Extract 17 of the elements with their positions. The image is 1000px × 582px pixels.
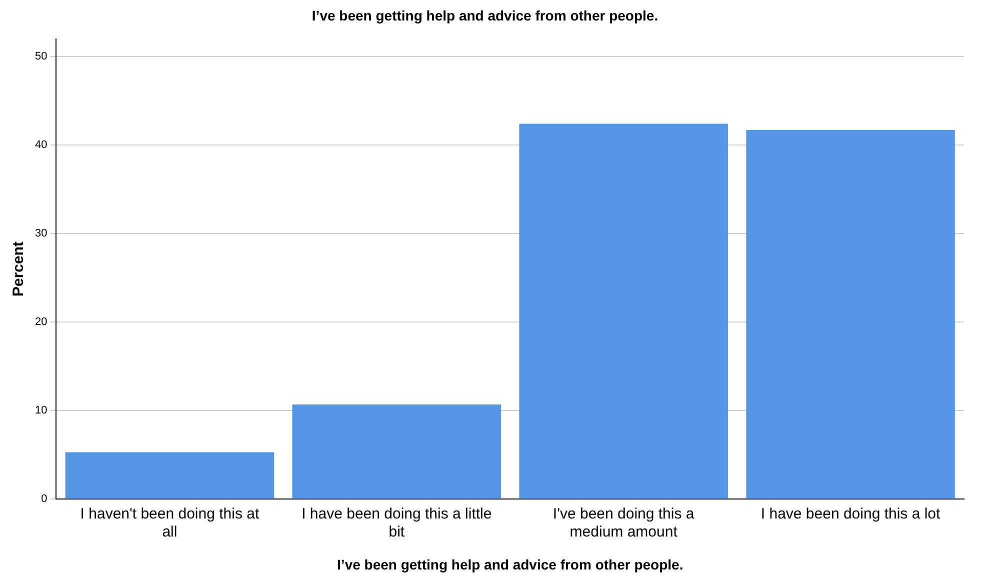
- y-tick-label: 30: [34, 228, 48, 240]
- y-tick-label: 40: [34, 139, 48, 152]
- x-tick-label: I have been doing this a little bit: [302, 505, 492, 540]
- bar: [292, 404, 502, 499]
- y-tick-label: 0: [41, 493, 48, 506]
- y-tick-label: 20: [34, 316, 48, 328]
- y-tick-label: 50: [34, 50, 48, 63]
- bar: [746, 130, 955, 499]
- y-tick-label: 10: [34, 404, 48, 417]
- y-axis-title: Percent: [10, 241, 28, 297]
- x-tick-label: I've been doing this a medium amount: [552, 505, 695, 540]
- bar: [65, 452, 274, 499]
- bar: [519, 124, 728, 499]
- x-axis-title: I’ve been getting help and advice from other people.: [337, 556, 684, 572]
- x-tick-label: I have been doing this a lot: [760, 505, 942, 522]
- chart-title: I’ve been getting help and advice from other people.: [312, 7, 658, 24]
- x-tick-label: I haven't been doing this at all: [80, 505, 260, 540]
